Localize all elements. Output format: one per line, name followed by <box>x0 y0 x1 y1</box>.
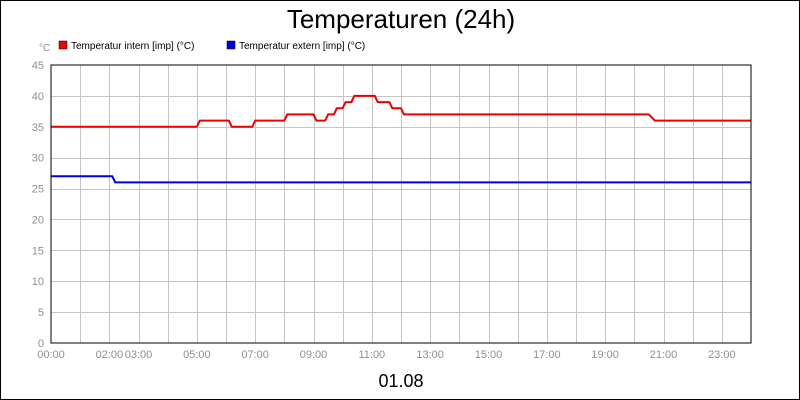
y-axis-ticks: 0 5 10 15 20 25 30 35 40 45 <box>32 60 44 350</box>
x-tick-label: 00:00 <box>37 349 65 361</box>
legend: Temperatur intern [imp] (°C) Temperatur … <box>58 40 365 52</box>
y-tick-label: 20 <box>32 214 44 226</box>
y-tick-label: 10 <box>32 276 44 288</box>
y-tick-label: 35 <box>32 122 44 134</box>
legend-swatch-extern <box>226 40 236 50</box>
legend-swatch-intern <box>58 40 68 50</box>
y-axis-unit: °C <box>39 43 50 54</box>
y-tick-label: 25 <box>32 184 44 196</box>
x-tick-label: 03:00 <box>125 349 153 361</box>
legend-label-intern: Temperatur intern [imp] (°C) <box>71 41 194 52</box>
x-tick-label: 19:00 <box>591 349 619 361</box>
x-tick-label: 23:00 <box>708 349 736 361</box>
x-tick-label: 05:00 <box>183 349 211 361</box>
x-tick-label: 15:00 <box>475 349 503 361</box>
grid <box>51 65 751 343</box>
y-tick-label: 5 <box>38 307 44 319</box>
plot-area-border <box>50 64 752 344</box>
x-tick-label: 11:00 <box>358 349 385 361</box>
y-tick-label: 15 <box>32 245 44 257</box>
x-tick-label: 21:00 <box>650 349 678 361</box>
series-line-intern <box>51 94 751 128</box>
legend-label-extern: Temperatur extern [imp] (°C) <box>239 41 365 52</box>
x-tick-label: 07:00 <box>241 349 269 361</box>
y-tick-label: 40 <box>32 91 44 103</box>
series-line-extern <box>51 175 751 184</box>
x-tick-label: 02:00 <box>96 349 124 361</box>
x-tick-label: 09:00 <box>300 349 328 361</box>
series-lines <box>51 94 751 184</box>
x-tick-label: 13:00 <box>416 349 444 361</box>
y-tick-label: 30 <box>32 153 44 165</box>
y-tick-label: 0 <box>38 338 44 350</box>
x-axis-ticks: 00:00 02:00 03:00 05:00 07:00 09:00 11:00 13:00… <box>37 349 735 361</box>
y-tick-label: 45 <box>32 60 44 72</box>
x-tick-label: 17:00 <box>533 349 561 361</box>
x-axis-date-label: 01.08 <box>378 371 423 391</box>
chart-title: Temperaturen (24h) <box>287 4 515 34</box>
